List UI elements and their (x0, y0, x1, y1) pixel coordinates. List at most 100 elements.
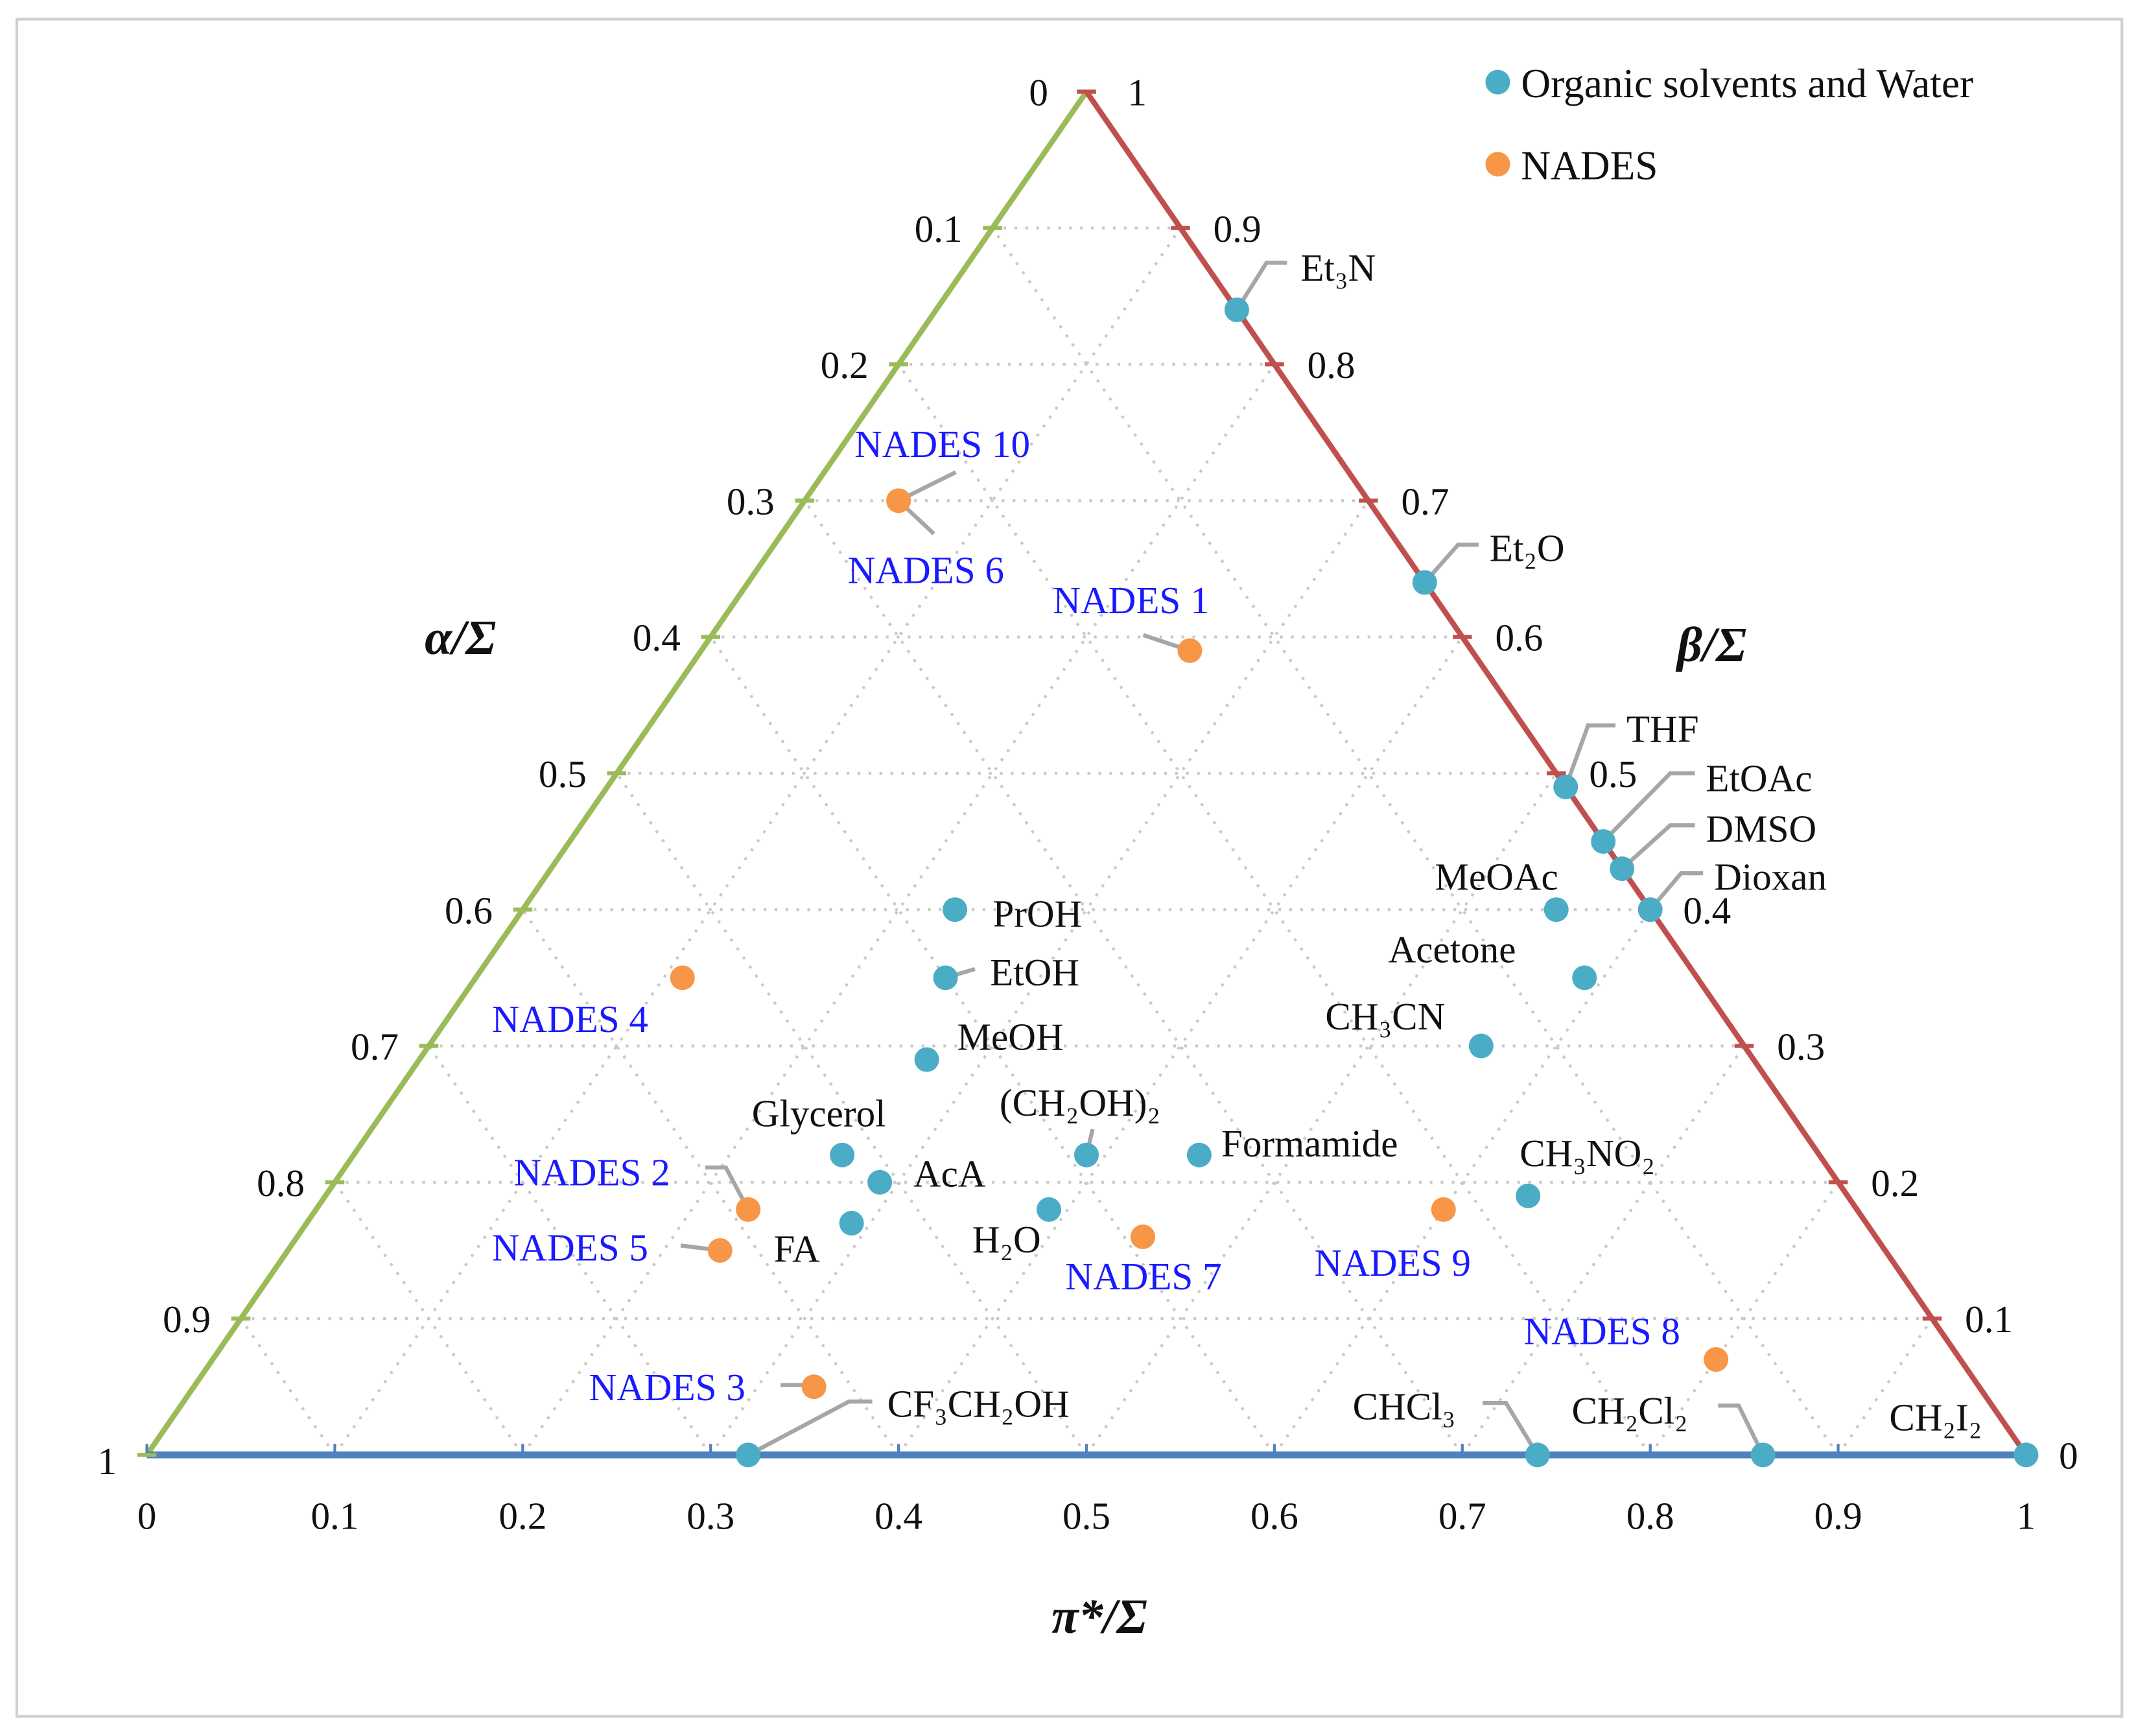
nades-label: NADES 3 (589, 1366, 745, 1409)
point-label: Dioxan (1714, 855, 1827, 898)
gridline-alpha (803, 500, 1464, 1456)
right-tick-label: 0.4 (1683, 889, 1731, 932)
point-organic-solvent (830, 1142, 855, 1167)
leader-line (1483, 1400, 1540, 1457)
bottom-tick-label: 1 (2017, 1494, 2036, 1537)
point-organic-solvent (1610, 856, 1635, 882)
point-organic-solvent (1572, 965, 1597, 991)
leader-line (1235, 261, 1287, 311)
point-label: EtOAc (1706, 757, 1812, 799)
point-label: CHCl₃ (1353, 1385, 1456, 1427)
point-label: Formamide (1221, 1122, 1398, 1165)
right-tick-label: 0.7 (1402, 480, 1449, 522)
point-organic-solvent (1074, 1142, 1099, 1167)
point-organic-solvent (867, 1169, 893, 1195)
gridline-pi (521, 363, 1276, 1456)
leader-line (705, 1165, 750, 1211)
point-organic-solvent (839, 1210, 864, 1236)
gridline-pi (1085, 772, 1558, 1456)
left-tick-label: 0.1 (915, 207, 963, 250)
bottom-axis-title: π*/Σ (1051, 1589, 1147, 1644)
right-tick-label: 0.3 (1777, 1026, 1825, 1068)
right-tick-label: 0.2 (1871, 1162, 1919, 1204)
left-tick-label: 0.7 (351, 1026, 399, 1068)
left-tick-label: 0.8 (257, 1162, 305, 1204)
nades-label: NADES 6 (848, 548, 1004, 591)
point-label: CH₃CN (1325, 995, 1445, 1038)
point-nades (736, 1197, 761, 1222)
leader-line (747, 1399, 873, 1457)
point-organic-solvent (2013, 1442, 2039, 1468)
point-label: MeOH (957, 1015, 1063, 1058)
bottom-tick-label: 0 (137, 1494, 157, 1537)
left-tick-label: 1 (98, 1440, 117, 1483)
leader-line (1601, 771, 1695, 843)
point-nades (707, 1237, 733, 1263)
legend-label-nades: NADES (1521, 143, 1658, 189)
right-tick-label: 0 (2059, 1435, 2078, 1477)
point-label: Acetone (1389, 928, 1516, 970)
leader-line (1621, 823, 1695, 871)
nades-label: NADES 10 (854, 423, 1030, 465)
point-organic-solvent (1553, 774, 1579, 799)
bottom-tick-label: 0.4 (874, 1494, 922, 1537)
right-tick-label: 0.6 (1495, 616, 1543, 659)
right-tick-label: 0.9 (1214, 207, 1262, 250)
point-organic-solvent (736, 1442, 761, 1468)
chart-border (15, 18, 2124, 1718)
leader-line (1649, 871, 1704, 911)
left-tick-label: 0.4 (633, 616, 681, 659)
right-tick-label: 0.8 (1308, 344, 1356, 386)
point-organic-solvent (933, 965, 958, 991)
bottom-tick-label: 0.8 (1626, 1494, 1674, 1537)
point-nades (670, 965, 695, 991)
point-organic-solvent (943, 897, 968, 922)
nades-label: NADES 7 (1065, 1255, 1221, 1298)
point-nades (1431, 1197, 1456, 1222)
point-label: EtOH (990, 951, 1079, 994)
bottom-tick-label: 0.7 (1438, 1494, 1486, 1537)
point-nades (801, 1374, 827, 1400)
point-nades (1704, 1347, 1729, 1372)
point-label: PrOH (992, 892, 1082, 935)
legend-marker-nades (1485, 152, 1510, 177)
legend: Organic solvents and Water NADES (1485, 61, 1973, 189)
bottom-tick-label: 0.2 (499, 1494, 546, 1537)
point-organic-solvent (1525, 1442, 1550, 1468)
point-organic-solvent (914, 1047, 939, 1072)
point-nades (1177, 638, 1203, 663)
left-tick-label: 0.6 (445, 889, 493, 932)
leader-line (1423, 543, 1479, 584)
right-tick-label: 0.1 (1965, 1298, 2013, 1341)
nades-label: NADES 9 (1315, 1241, 1471, 1284)
point-organic-solvent (1637, 897, 1663, 922)
point-label: AcA (913, 1153, 986, 1195)
point-label: FA (774, 1228, 820, 1271)
point-organic-solvent (1186, 1142, 1212, 1167)
point-label: DMSO (1706, 807, 1816, 850)
point-organic-solvent (1516, 1183, 1541, 1208)
gridline-alpha (615, 772, 1088, 1456)
point-label: H₂O (972, 1218, 1041, 1261)
left-tick-label: 0.5 (539, 753, 587, 795)
bottom-tick-label: 0.5 (1062, 1494, 1110, 1537)
bottom-tick-label: 0.3 (687, 1494, 734, 1537)
point-organic-solvent (1412, 570, 1437, 595)
point-nades (886, 488, 911, 513)
left-axis-title: α/Σ (425, 611, 496, 665)
point-label: CH₂I₂ (1889, 1396, 1982, 1438)
leader-line (1718, 1403, 1765, 1456)
gridline-pi (333, 227, 1182, 1456)
point-label: Et₃N (1300, 246, 1376, 289)
gridline-alpha (897, 363, 1652, 1456)
point-organic-solvent (1037, 1197, 1062, 1222)
gridline-pi (709, 500, 1370, 1456)
point-organic-solvent (1468, 1033, 1494, 1059)
right-tick-label: 0.5 (1589, 753, 1637, 795)
point-label: CF₃CH₂OH (887, 1382, 1070, 1425)
nades-label: NADES 5 (492, 1226, 648, 1269)
leader-line (1564, 723, 1616, 788)
nades-label: NADES 4 (492, 998, 648, 1040)
point-organic-solvent (1543, 897, 1569, 922)
